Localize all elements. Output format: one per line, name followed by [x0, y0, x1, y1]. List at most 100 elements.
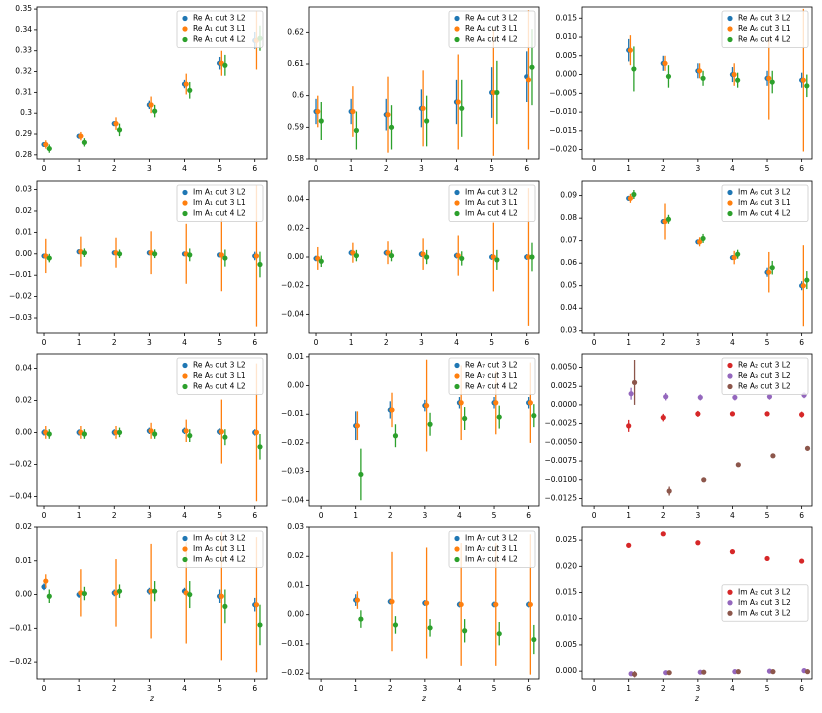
x-tick-label: 2: [384, 164, 389, 173]
data-point: [631, 379, 638, 386]
legend-marker: [182, 546, 188, 552]
y-tick-label: 0.01: [287, 352, 304, 361]
y-tick-label: −0.0050: [544, 437, 577, 446]
legend-marker: [454, 200, 460, 206]
data-point: [458, 601, 464, 608]
legend-marker: [727, 610, 733, 616]
data-point: [804, 669, 811, 675]
axes-frame: [581, 6, 813, 160]
y-tick-label: 0.02: [287, 223, 304, 232]
y-tick-label: 0.6: [292, 91, 304, 100]
y-tick-label: 0.33: [15, 46, 32, 55]
legend-label: Re A₆ cut 3 L2: [738, 14, 791, 23]
data-point: [222, 603, 228, 609]
x-tick-label: 2: [112, 511, 117, 520]
data-point: [152, 251, 158, 257]
y-tick-label: 0.015: [556, 13, 578, 22]
y-tick-label: 0.005: [556, 51, 578, 60]
legend-label: Im A₄ cut 3 L2: [465, 188, 518, 197]
data-point: [350, 108, 356, 115]
y-tick-label: 0.0025: [551, 381, 577, 390]
x-tick-label: 0: [314, 338, 319, 347]
data-point: [388, 124, 395, 130]
legend-marker: [727, 589, 733, 595]
data-point: [148, 102, 154, 108]
legend-marker: [182, 26, 188, 32]
data-point: [735, 669, 741, 675]
data-point: [462, 415, 468, 422]
x-tick-label: 2: [388, 511, 393, 520]
x-tick-label: 4: [182, 164, 187, 173]
x-tick-label: 4: [457, 684, 462, 693]
data-point: [697, 394, 703, 401]
legend-label: Re A₇ cut 3 L2: [465, 361, 518, 370]
x-tick-label: 5: [765, 338, 770, 347]
x-tick-label: 1: [353, 684, 358, 693]
data-point: [665, 216, 672, 222]
legend-marker: [182, 535, 188, 542]
data-point: [462, 628, 468, 634]
data-point: [531, 636, 537, 643]
x-tick-label: 4: [454, 338, 459, 347]
legend-label: Im A₆ cut 3 L2: [738, 188, 791, 197]
x-tick-label: 1: [77, 164, 82, 173]
x-tick-label: 5: [217, 338, 222, 347]
x-tick-label: 6: [252, 338, 257, 347]
data-point: [218, 429, 224, 435]
legend-box: [448, 357, 536, 395]
axes-frame: [308, 6, 540, 160]
data-point: [353, 252, 360, 259]
data-point: [799, 558, 805, 564]
x-tick-label: 1: [626, 338, 631, 347]
x-tick-label: 1: [349, 164, 354, 173]
x-tick-label: 5: [217, 511, 222, 520]
data-point: [695, 540, 701, 546]
y-tick-label: 0.09: [560, 191, 577, 200]
legend-marker: [182, 189, 188, 196]
legend-label: Im A₁ cut 3 L2: [193, 188, 246, 197]
data-point: [116, 429, 123, 435]
x-tick-label: 6: [524, 338, 529, 347]
y-tick-label: 0.0000: [551, 400, 577, 409]
legend-marker: [454, 210, 460, 217]
legend-marker: [727, 383, 733, 390]
x-tick-label: 2: [661, 511, 666, 520]
data-point: [455, 99, 461, 105]
data-point: [770, 669, 776, 675]
x-tick-label: 0: [592, 164, 597, 173]
data-point: [46, 593, 52, 599]
legend-marker: [182, 556, 188, 563]
axes-frame: [581, 180, 813, 334]
data-point: [116, 251, 123, 257]
data-point: [113, 121, 119, 127]
legend-label: Re A₄ cut 3 L1: [465, 24, 518, 33]
x-tick-label: 3: [147, 338, 152, 347]
data-point: [358, 471, 364, 478]
data-point: [731, 71, 737, 78]
x-tick-label: 4: [182, 338, 187, 347]
x-tick-label: 6: [252, 684, 257, 693]
legend-label: Re A₇ cut 3 L1: [465, 371, 518, 380]
data-point: [183, 81, 189, 87]
legend-box: [721, 184, 809, 222]
legend-label: Re A₈ cut 3 L2: [738, 382, 791, 391]
legend-box: [448, 530, 536, 568]
axes-frame: [36, 6, 268, 160]
legend-label: Im A₅ cut 4 L2: [193, 555, 246, 564]
data-point: [631, 671, 638, 677]
axes-frame: [36, 180, 268, 334]
x-tick-label: 5: [489, 164, 494, 173]
x-tick-label: 2: [388, 684, 393, 693]
data-point: [81, 139, 88, 145]
legend-label: Im A₇ cut 3 L2: [465, 534, 518, 543]
data-point: [222, 255, 228, 261]
data-point: [81, 431, 88, 437]
x-tick-label: 6: [252, 164, 257, 173]
y-tick-label: −0.03: [281, 467, 304, 476]
x-tick-label: 2: [112, 164, 117, 173]
legend-box: [448, 10, 536, 48]
y-tick-label: −0.0100: [544, 475, 577, 484]
